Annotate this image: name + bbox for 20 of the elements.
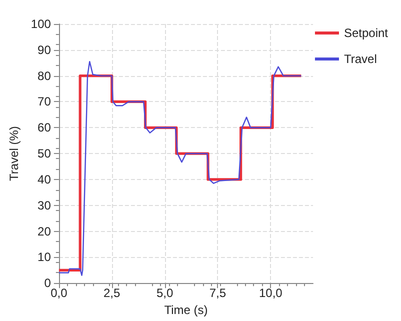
y-tick-label: 50 [38,146,52,161]
legend-label: Travel [344,52,377,66]
x-tick-label: 0,0 [50,286,68,300]
x-tick-label: 2,5 [104,286,121,300]
x-axis-title: Time (s) [164,303,208,317]
legend-label: Setpoint [344,26,389,40]
y-tick-label: 20 [38,224,52,238]
x-tick-label: 7,5 [209,286,226,300]
y-tick-label: 70 [38,94,52,109]
y-tick-label: 40 [38,172,52,186]
y-tick-label: 30 [38,198,52,212]
y-tick-label: 0 [44,276,52,290]
y-tick-label: 10 [38,250,52,264]
x-tick-label: 5,0 [156,286,174,300]
x-tick-label: 10,0 [258,286,283,300]
y-tick-label: 90 [38,42,52,57]
y-axis-title: Travel (%) [7,126,21,181]
y-tick-label: 80 [38,68,52,83]
y-tick-label: 60 [38,120,52,135]
y-tick-label: 100 [30,17,52,31]
